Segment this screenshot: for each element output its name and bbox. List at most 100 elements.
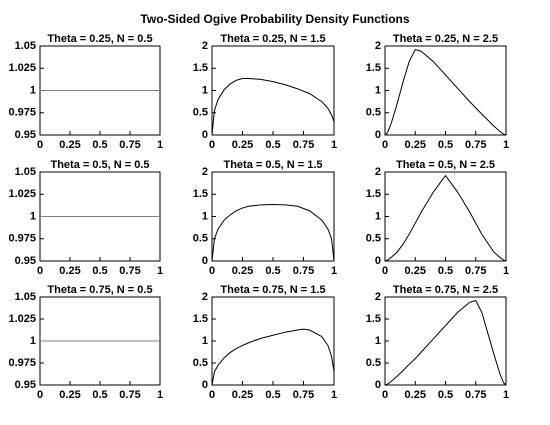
x-tick-label: 0.5 xyxy=(438,389,453,401)
y-tick-label: 1.5 xyxy=(193,62,208,74)
panel: Theta = 0.75, N = 0.5 0 0.25 0.5 0.75 1 0.95 0.… xyxy=(8,284,163,401)
y-tick-label: 2 xyxy=(202,166,208,178)
x-tick-label: 0.25 xyxy=(405,139,426,151)
x-tick-label: 0.25 xyxy=(59,139,80,151)
y-tick-label: 0 xyxy=(202,129,208,141)
x-tick-label: 0.5 xyxy=(92,389,107,401)
y-tick-label: 1 xyxy=(30,335,36,347)
plot-frame xyxy=(211,296,335,386)
x-tick-label: 1 xyxy=(157,265,163,277)
x-tick-label: 0.25 xyxy=(59,265,80,277)
y-tick-label: 0.95 xyxy=(15,379,36,391)
x-tick-label: 1 xyxy=(331,139,337,151)
x-tick-label: 0.75 xyxy=(293,139,314,151)
x-tick-label: 0.25 xyxy=(59,389,80,401)
panel: Theta = 0.75, N = 2.5 0 0.25 0.5 0.75 1 0 0.5 1 1… xyxy=(366,284,509,401)
y-tick-label: 2 xyxy=(202,291,208,303)
y-tick-label: 1.5 xyxy=(193,188,208,200)
x-tick-label: 1 xyxy=(157,139,163,151)
y-tick-label: 0.95 xyxy=(15,129,36,141)
x-tick-label: 0.25 xyxy=(232,139,253,151)
x-tick-label: 0 xyxy=(37,389,43,401)
y-tick-label: 2 xyxy=(375,291,381,303)
y-tick-label: 0.95 xyxy=(15,255,36,267)
x-tick-label: 0 xyxy=(382,265,388,277)
panel-title: Theta = 0.75, N = 2.5 xyxy=(393,284,498,296)
y-tick-label: 1 xyxy=(202,210,208,222)
x-tick-label: 0.5 xyxy=(438,139,453,151)
panel-title: Theta = 0.5, N = 1.5 xyxy=(223,159,322,171)
y-tick-label: 2 xyxy=(375,166,381,178)
x-tick-label: 0 xyxy=(37,139,43,151)
x-tick-label: 1 xyxy=(331,265,337,277)
y-tick-label: 1 xyxy=(30,210,36,222)
x-tick-label: 0.5 xyxy=(92,139,107,151)
x-tick-label: 0.5 xyxy=(92,265,107,277)
panel-title: Theta = 0.25, N = 2.5 xyxy=(393,33,498,45)
y-tick-label: 0.975 xyxy=(8,107,36,119)
panel: Theta = 0.5, N = 2.5 0 0.25 0.5 0.75 1 0 0.5 1 1.… xyxy=(366,159,509,277)
panel: Theta = 0.75, N = 1.5 0 0.25 0.5 0.75 1 0 0.5 1 1… xyxy=(193,284,337,401)
panel: Theta = 0.5, N = 0.5 0 0.25 0.5 0.75 1 0.95 0.9… xyxy=(8,159,163,277)
x-tick-label: 0.25 xyxy=(405,265,426,277)
x-tick-label: 0.25 xyxy=(405,389,426,401)
x-tick-label: 0.75 xyxy=(119,265,140,277)
density-line xyxy=(211,328,335,386)
y-tick-label: 1.025 xyxy=(8,313,36,325)
x-tick-label: 0.5 xyxy=(438,265,453,277)
y-tick-label: 0 xyxy=(202,255,208,267)
x-tick-label: 0.75 xyxy=(293,389,314,401)
panel: Theta = 0.25, N = 2.5 0 0.25 0.5 0.75 1 0 0.5 1 1… xyxy=(366,33,509,151)
y-tick-label: 2 xyxy=(375,40,381,52)
y-tick-label: 0.5 xyxy=(193,357,208,369)
y-tick-label: 0.975 xyxy=(8,357,36,369)
x-tick-label: 0.75 xyxy=(465,389,486,401)
y-tick-label: 1.025 xyxy=(8,62,36,74)
y-tick-label: 1 xyxy=(375,210,381,222)
x-tick-label: 0.75 xyxy=(465,139,486,151)
x-tick-label: 0 xyxy=(382,139,388,151)
x-tick-label: 0.25 xyxy=(232,389,253,401)
y-tick-label: 1.05 xyxy=(15,166,36,178)
x-tick-label: 0.5 xyxy=(265,265,280,277)
plot-frame xyxy=(384,296,507,386)
x-tick-label: 1 xyxy=(503,139,509,151)
x-tick-label: 0.75 xyxy=(119,139,140,151)
y-tick-label: 0 xyxy=(202,379,208,391)
x-tick-label: 0.75 xyxy=(293,265,314,277)
y-tick-label: 1.5 xyxy=(366,313,381,325)
y-tick-label: 0.975 xyxy=(8,233,36,245)
y-tick-label: 0.5 xyxy=(366,233,381,245)
y-tick-label: 0.5 xyxy=(366,107,381,119)
y-tick-label: 0.5 xyxy=(193,233,208,245)
density-line xyxy=(211,203,335,262)
plot-frame xyxy=(211,45,335,136)
y-tick-label: 1.05 xyxy=(15,291,36,303)
plot-frame xyxy=(384,45,507,136)
figure-title: Two-Sided Ogive Probability Density Func… xyxy=(140,12,409,26)
y-tick-label: 1 xyxy=(375,84,381,96)
y-tick-label: 0.5 xyxy=(193,107,208,119)
x-tick-label: 1 xyxy=(503,265,509,277)
y-tick-label: 1 xyxy=(30,84,36,96)
panel-title: Theta = 0.25, N = 1.5 xyxy=(220,33,325,45)
x-tick-label: 0.5 xyxy=(265,389,280,401)
y-tick-label: 1 xyxy=(202,335,208,347)
y-tick-label: 1 xyxy=(375,335,381,347)
density-line xyxy=(384,174,507,262)
x-tick-label: 0 xyxy=(209,265,215,277)
y-tick-label: 0.5 xyxy=(366,357,381,369)
density-line xyxy=(384,48,507,136)
plot-frame xyxy=(384,171,507,262)
panel-title: Theta = 0.5, N = 2.5 xyxy=(396,159,495,171)
panel-title: Theta = 0.25, N = 0.5 xyxy=(47,33,152,45)
y-tick-label: 2 xyxy=(202,40,208,52)
x-tick-label: 1 xyxy=(157,389,163,401)
x-tick-label: 0 xyxy=(209,389,215,401)
panel: Theta = 0.5, N = 1.5 0 0.25 0.5 0.75 1 0 0.5 1 1.… xyxy=(193,159,337,277)
x-tick-label: 0 xyxy=(382,389,388,401)
density-line xyxy=(211,77,335,136)
y-tick-label: 1.5 xyxy=(366,62,381,74)
y-tick-label: 0 xyxy=(375,255,381,267)
